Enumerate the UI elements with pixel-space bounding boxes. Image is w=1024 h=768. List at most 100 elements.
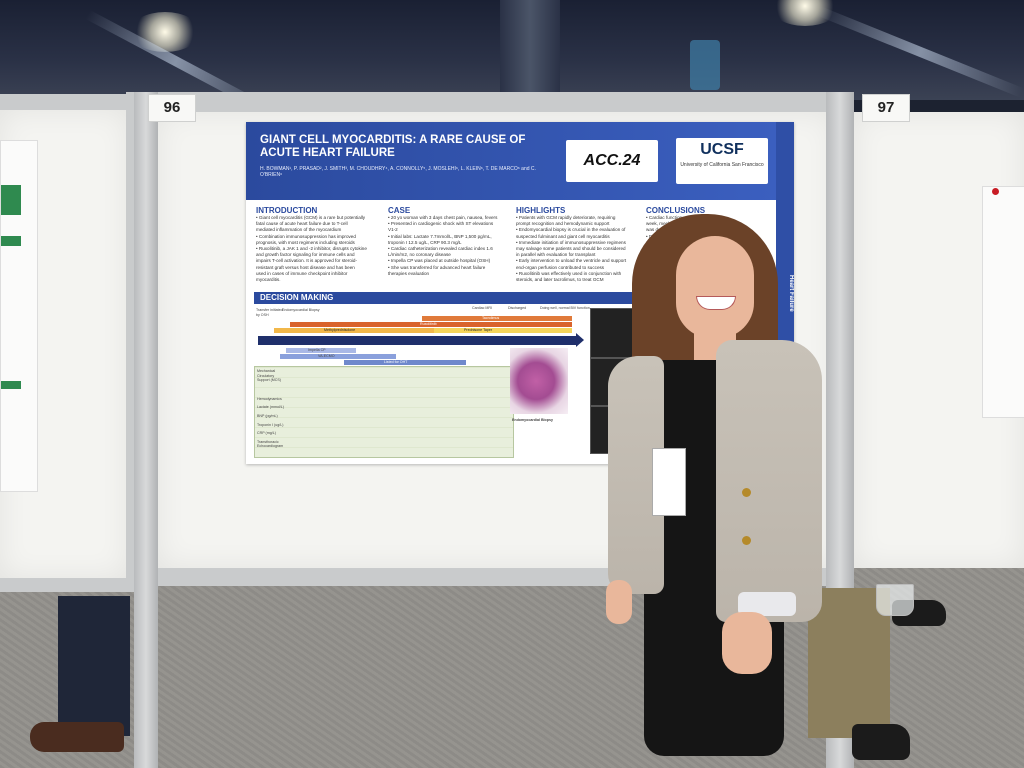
timeline-arrowhead [576, 333, 584, 347]
bar-label: Impella CP [308, 348, 326, 352]
biopsy-caption: Endomyocardial Biopsy [512, 418, 553, 422]
body-line: • She was transferred for advanced heart… [388, 264, 486, 270]
body-line: and growth factor signaling for immune c… [256, 252, 355, 258]
person-blazer-right [716, 340, 822, 622]
prednisone-taper-bar: Prednisone Taper [434, 328, 572, 333]
poster-header: GIANT CELL MYOCARDITIS: A RARE CAUSE OF … [246, 122, 776, 200]
body-line: • 20 yo woman with 3 days chest pain, na… [388, 215, 498, 220]
poster-title: GIANT CELL MYOCARDITIS: A RARE CAUSE OF … [260, 134, 526, 159]
acc-logo: ACC.24 [566, 140, 658, 182]
timeline-note: Transfer initiated by OSH [256, 308, 283, 317]
row-label: CRP (mg/L) [257, 431, 276, 436]
body-line: troponin I 12.5 ug/L, CRP 90.3 mg/L [388, 239, 462, 245]
row-label: Transthoracic Echocardiogram [257, 439, 284, 449]
person-hand [606, 580, 632, 624]
ruxolitinib-bar: Ruxolitinib [290, 322, 572, 327]
body-line: may salvage some patients and should be … [516, 246, 626, 252]
decision-making-title: DECISION MAKING [260, 293, 334, 302]
neighbor-poster-stripe [1, 381, 21, 389]
va-ecmo-bar: VA-ECMO [280, 354, 396, 359]
neighbor-poster-stripe [1, 236, 21, 246]
bar-label: VA-ECMO [318, 354, 335, 358]
body-line: prognosis, with most regimens including … [256, 239, 355, 245]
section-heading: HIGHLIGHTS [516, 206, 566, 215]
body-line: • Impella CP was placed at outside hospi… [388, 258, 491, 264]
body-line: • Patients with GCM rapidly deteriorate,… [516, 215, 616, 220]
ceiling-beam [500, 0, 560, 95]
blazer-button [742, 488, 751, 497]
impella-bar: Impella CP [286, 348, 356, 353]
row-label: Mechanical Circulatory Support (MCS) [257, 369, 281, 383]
body-line: • Endomyocardial biopsy is crucial in th… [516, 227, 626, 233]
section-body: • Giant cell myocarditis (GCM) is a rare… [256, 215, 380, 283]
body-line: prompt recognition and hemodynamic suppo… [516, 221, 610, 227]
background-person-legs [808, 588, 890, 738]
day-label: Day 6 [376, 345, 387, 350]
body-line: V1-2 [388, 227, 398, 233]
timeline-days: Day 0 Day 1 Day 2Day 3Day 4 Day 5 Day 6 Day 7… [258, 336, 576, 350]
timeline-note: Cardiac MRI [472, 306, 492, 310]
day-label: Day 13 [505, 343, 524, 352]
listed-bar: Listed for OHT [344, 360, 466, 365]
row-label: Lactate (mmol/L) [257, 405, 284, 410]
body-line: resistant graft versus host disease and … [256, 264, 355, 270]
section-case: CASE • 20 yo woman with 3 days chest pai… [388, 206, 512, 277]
neighbor-poster-right [982, 186, 1024, 418]
blazer-button [742, 536, 751, 545]
bar-label: Tacrolimus [482, 316, 500, 320]
row-label: Troponin I (ug/L) [257, 422, 284, 427]
booth-number-96: 96 [148, 94, 196, 122]
day-label: Day 5 [357, 345, 368, 350]
day-label: Day 9 [433, 345, 444, 350]
section-heading: INTRODUCTION [256, 206, 318, 215]
bar-label: Prednisone Taper [464, 328, 493, 332]
section-highlights: HIGHLIGHTS • Patients with GCM rapidly d… [516, 206, 642, 283]
neighbor-poster-left [0, 140, 38, 492]
ucsf-logo: UCSF University of California San Franci… [676, 138, 768, 184]
booth-number-97: 97 [862, 94, 910, 122]
body-line: used in cases of immune checkpoint inhib… [256, 270, 348, 276]
clinical-data-table: Mechanical Circulatory Support (MCS) Hem… [254, 366, 514, 458]
day-label: Day 8 [414, 345, 425, 350]
section-body: • Patients with GCM rapidly deteriorate,… [516, 215, 642, 283]
row-label: BNP (pg/mL) [257, 413, 278, 418]
bar-label: Methylprednisolone [324, 328, 356, 332]
day-label: Day 1 [281, 345, 291, 350]
body-line: myocarditis. [256, 277, 281, 283]
day-label: Month 2 [543, 343, 562, 352]
day-label: Day 0 [262, 345, 273, 350]
body-line: mediated inflammation of the myocardium [256, 227, 342, 233]
row-label: Hemodynamics [257, 396, 282, 401]
day-label: Day 11 [470, 345, 483, 350]
ucsf-wordmark: UCSF [700, 141, 744, 158]
day-label: Day 2 [296, 343, 315, 352]
body-line: • Ruxolitinib was effectively used in co… [516, 270, 622, 276]
background-person-legs [58, 596, 130, 736]
body-line: steroids, and later tacrolimus, to treat… [516, 277, 604, 283]
body-line: in parallel with evaluation for transpla… [516, 252, 596, 258]
body-line: • Giant cell myocarditis (GCM) is a rare… [256, 215, 366, 220]
ceiling-duct [690, 40, 720, 90]
timeline-note: Discharged [508, 306, 527, 310]
neighbor-poster-stripe [1, 185, 21, 215]
body-line: impairs T-cell activation. It is approve… [256, 258, 358, 264]
day-label: Day 10 [451, 345, 464, 350]
ucsf-subtitle: University of California San Francisco [680, 162, 764, 168]
background-person-shoe [852, 724, 910, 760]
poster-authors: H. BOWMAN¹, P. PRASAD², J. SMITH³, M. CH… [260, 166, 536, 178]
bar-label: Listed for OHT [384, 360, 408, 364]
day-label: Day 4 [334, 343, 353, 352]
body-line: • Cardiac catheterization revealed cardi… [388, 246, 493, 252]
body-line: • Combination immunosuppression has impr… [256, 233, 356, 239]
body-line: suspected fulminant and giant cell myoca… [516, 233, 610, 239]
timeline-note: Endomyocardial Biopsy [282, 308, 320, 312]
section-heading: CASE [388, 206, 411, 215]
methylprednisolone-bar: Methylprednisolone [274, 328, 434, 333]
body-line: • Early intervention to unload the ventr… [516, 258, 627, 264]
name-badge [652, 448, 686, 516]
body-line: L/min/m2, no coronary disease [388, 252, 451, 258]
body-line: therapies evaluation [388, 270, 430, 276]
background-person-shoe [30, 722, 124, 752]
body-line: end-organ perfusion contributed to succe… [516, 264, 605, 270]
section-body: • 20 yo woman with 3 days chest pain, na… [388, 215, 512, 277]
